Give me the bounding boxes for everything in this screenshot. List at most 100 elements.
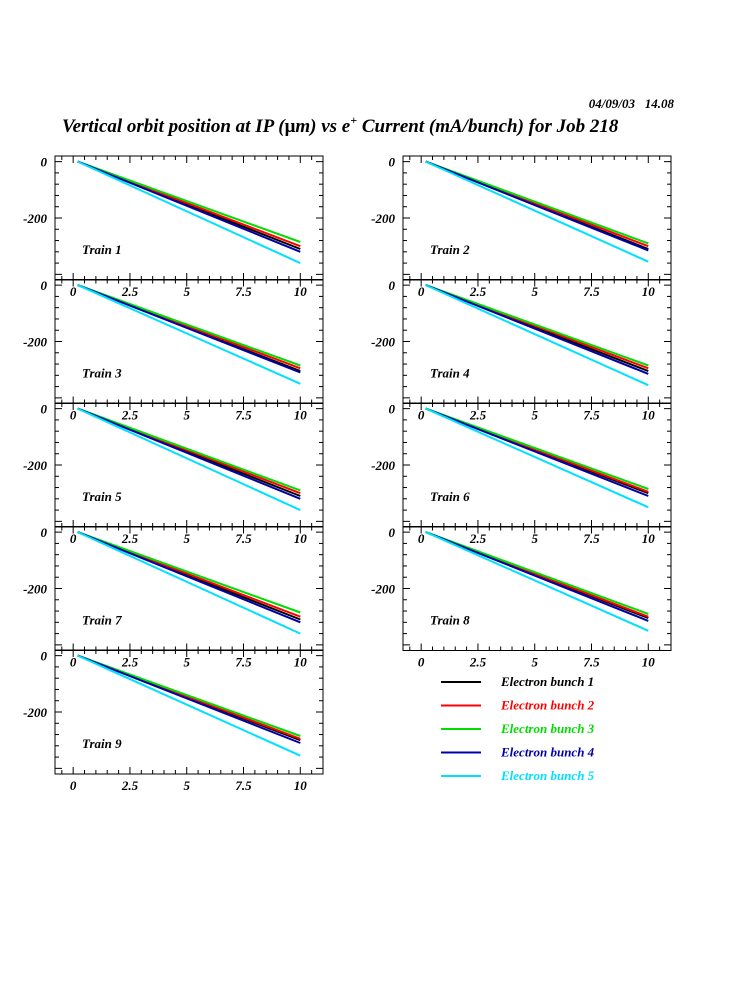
x-tick-label: 7.5 [583,408,600,423]
panel-frame [402,155,672,281]
x-tick-label: 7.5 [235,284,252,299]
series-line [425,284,649,387]
train-label: Train 2 [430,242,470,257]
panel-train-7: 0 -200 0 2.5 5 7.5 10 Train 7 [23,525,324,670]
train-label: Train 4 [430,366,470,381]
series-line [77,654,301,757]
x-tick-label: 0 [70,655,77,670]
series-line [77,654,301,737]
y-tick-label: 0 [389,402,396,417]
series-line [425,531,649,615]
x-tick-label: 10 [294,778,308,793]
series-line [425,160,649,245]
x-tick-label: 2.5 [121,408,139,423]
series-line [77,531,301,624]
y-tick-label: -200 [23,335,47,350]
y-tick-label: -200 [23,705,47,720]
legend-label: Electron bunch 3 [500,721,595,736]
train-label: Train 6 [430,489,470,504]
y-tick-label: -200 [371,458,395,473]
x-tick-label: 2.5 [469,284,487,299]
x-tick-label: 10 [294,284,308,299]
x-tick-label: 10 [642,408,656,423]
x-tick-label: 10 [642,284,656,299]
series-line [77,160,301,265]
x-tick-label: 0 [70,408,77,423]
train-label: Train 7 [82,613,122,628]
x-tick-label: 10 [294,655,308,670]
series-line [425,531,649,632]
x-tick-label: 7.5 [235,655,252,670]
x-tick-label: 7.5 [583,655,600,670]
x-tick-label: 0 [418,284,425,299]
x-tick-label: 7.5 [235,408,252,423]
y-tick-label: 0 [41,649,48,664]
series-line [77,531,301,635]
series-line [425,407,649,490]
x-tick-label: 5 [531,284,538,299]
x-tick-label: 5 [183,408,190,423]
legend-label: Electron bunch 5 [500,768,595,783]
legend: Electron bunch 1 Electron bunch 2 Electron… [441,674,595,783]
x-tick-label: 0 [418,408,425,423]
x-tick-label: 0 [70,531,77,546]
x-tick-label: 5 [183,778,190,793]
x-tick-label: 2.5 [469,655,487,670]
y-tick-label: -200 [371,582,395,597]
train-label: Train 1 [82,242,122,257]
y-tick-label: -200 [23,458,47,473]
x-tick-label: 5 [531,655,538,670]
title-superscript: + [350,113,357,127]
y-tick-label: 0 [389,525,396,540]
series-line [425,407,649,497]
series-line [425,160,649,263]
x-tick-label: 10 [642,531,656,546]
legend-label: Electron bunch 1 [500,674,594,689]
x-tick-label: 2.5 [469,408,487,423]
series-line [77,407,301,500]
panels-group: 0 -200 0 2.5 5 7.5 10 Train 1 0 -200 0 2.5 5 7.5 10 Tra… [23,155,672,793]
y-tick-label: 0 [389,278,396,293]
series-line [77,654,301,744]
y-tick-label: 0 [41,155,48,170]
x-tick-label: 5 [531,408,538,423]
series-line [425,284,649,375]
train-label: Train 5 [82,489,122,504]
series-line [77,284,301,385]
x-tick-label: 7.5 [583,284,600,299]
series-line [425,531,649,622]
title-mu: μ [285,116,296,137]
y-tick-label: 0 [389,155,396,170]
x-tick-label: 7.5 [235,778,252,793]
title-part-3: Current (mA/bunch) for Job 218 [357,116,619,137]
panel-train-8: 0 -200 0 2.5 5 7.5 10 Train 8 [371,525,672,670]
x-tick-label: 10 [642,655,656,670]
y-tick-label: 0 [41,402,48,417]
y-tick-label: 0 [41,278,48,293]
figure-title: Vertical orbit position at IP (μm) vs e+… [62,113,619,137]
series-line [77,407,301,492]
train-label: Train 9 [82,736,122,751]
title-part-1: Vertical orbit position at IP ( [62,116,286,137]
x-tick-label: 0 [418,531,425,546]
panel-train-6: 0 -200 0 2.5 5 7.5 10 Train 6 [371,402,672,546]
series-line [77,531,301,614]
panel-frame [54,155,324,281]
series-line [425,284,649,367]
x-tick-label: 0 [418,655,425,670]
x-tick-label: 0 [70,284,77,299]
date-stamp: 04/09/03 14.08 [589,96,675,111]
series-line [77,160,301,253]
series-line [77,407,301,512]
x-tick-label: 7.5 [583,531,600,546]
x-tick-label: 5 [531,531,538,546]
train-label: Train 3 [82,366,122,381]
series-line [77,284,301,367]
x-tick-label: 2.5 [121,655,139,670]
x-tick-label: 0 [70,778,77,793]
series-line [425,407,649,509]
y-tick-label: 0 [41,525,48,540]
panel-train-3: 0 -200 0 2.5 5 7.5 10 Train 3 [23,278,324,423]
x-tick-label: 10 [294,408,308,423]
